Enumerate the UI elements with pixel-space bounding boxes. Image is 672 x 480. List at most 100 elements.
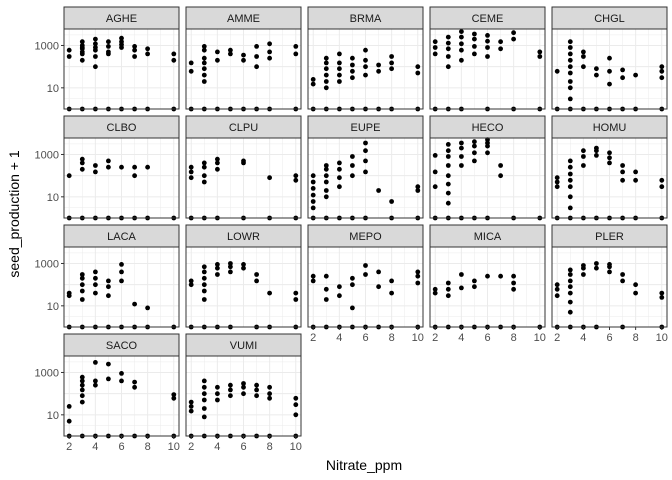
- data-point: [79, 399, 85, 405]
- panel-mepo: MEPO 2 4 6 8 10: [307, 224, 424, 344]
- data-point: [145, 46, 151, 52]
- data-point: [445, 142, 451, 147]
- data-point: [485, 38, 490, 44]
- data-point: [310, 186, 316, 191]
- panel-border-amme: [185, 28, 302, 110]
- data-point: [79, 282, 85, 288]
- x-tick-label: 10: [290, 441, 302, 453]
- data-point: [472, 51, 477, 57]
- data-point: [581, 148, 586, 154]
- data-point: [567, 64, 573, 70]
- data-point: [659, 184, 665, 190]
- data-point: [323, 60, 329, 66]
- data-point: [267, 175, 272, 181]
- data-point: [310, 179, 316, 185]
- data-point: [567, 171, 573, 177]
- data-point: [228, 264, 233, 270]
- data-point: [93, 282, 98, 288]
- data-point: [350, 75, 355, 81]
- data-point: [567, 51, 573, 57]
- data-point: [567, 158, 573, 164]
- x-tick-label: 4: [580, 332, 586, 344]
- x-tick-label: 10: [534, 332, 546, 344]
- data-point: [498, 273, 503, 279]
- data-point: [389, 54, 394, 59]
- data-point: [145, 305, 151, 311]
- data-point: [337, 66, 342, 72]
- strip-label-saco: SACO: [106, 340, 138, 352]
- data-point: [254, 382, 259, 388]
- panel-aghe: AGHE 10 1000: [35, 6, 180, 112]
- data-point: [323, 297, 329, 302]
- data-point: [201, 269, 207, 275]
- strip-label-eupe: EUPE: [351, 122, 381, 134]
- data-point: [415, 188, 421, 193]
- panel-homu: HOMU: [551, 115, 668, 221]
- data-point: [363, 148, 368, 154]
- data-point: [415, 269, 421, 275]
- data-point: [485, 140, 490, 146]
- y-tick-label: 1000: [35, 40, 59, 52]
- data-point: [188, 60, 194, 66]
- data-point: [201, 173, 207, 179]
- data-point: [106, 293, 111, 299]
- data-point: [66, 173, 72, 179]
- data-point: [241, 262, 246, 267]
- x-tick-label: 8: [511, 332, 517, 344]
- y-tick-label: 10: [47, 192, 59, 204]
- data-point: [620, 278, 625, 284]
- data-point: [363, 57, 368, 63]
- data-point: [633, 177, 638, 183]
- data-point: [215, 160, 220, 166]
- strip-label-chgl: CHGL: [594, 13, 625, 25]
- data-point: [201, 72, 207, 78]
- data-point: [201, 406, 207, 411]
- data-point: [432, 153, 438, 158]
- data-point: [201, 179, 207, 185]
- data-point: [485, 273, 490, 279]
- data-point: [432, 290, 438, 296]
- data-point: [445, 54, 451, 59]
- data-point: [310, 81, 316, 87]
- data-point: [607, 150, 612, 156]
- data-point: [363, 47, 368, 53]
- data-point: [171, 395, 177, 401]
- data-point: [659, 295, 665, 300]
- data-point: [201, 47, 207, 53]
- data-point: [201, 79, 207, 84]
- data-point: [145, 164, 151, 170]
- data-point: [79, 166, 85, 172]
- data-point: [254, 64, 259, 70]
- data-point: [567, 57, 573, 63]
- data-point: [337, 284, 342, 290]
- data-point: [472, 143, 477, 149]
- data-point: [472, 284, 477, 290]
- data-point: [323, 166, 329, 172]
- data-point: [350, 55, 355, 61]
- data-point: [350, 154, 355, 159]
- data-point: [567, 45, 573, 50]
- data-point: [432, 286, 438, 292]
- data-point: [267, 391, 272, 397]
- data-point: [445, 190, 451, 196]
- data-point: [79, 275, 85, 281]
- data-point: [132, 173, 138, 179]
- data-point: [363, 64, 368, 70]
- y-tick-label: 10: [47, 301, 59, 313]
- data-point: [132, 44, 138, 49]
- data-point: [485, 54, 490, 59]
- strip-label-clbo: CLBO: [107, 122, 137, 134]
- data-point: [79, 272, 85, 277]
- data-point: [633, 72, 638, 78]
- panel-ceme: CEME: [429, 6, 546, 112]
- data-point: [293, 402, 299, 408]
- data-point: [93, 269, 98, 275]
- data-point: [567, 205, 573, 211]
- data-point: [459, 154, 464, 159]
- panel-border-eupe: [307, 137, 424, 219]
- data-point: [485, 33, 490, 38]
- data-point: [459, 34, 464, 40]
- data-point: [376, 68, 381, 74]
- data-point: [254, 44, 259, 49]
